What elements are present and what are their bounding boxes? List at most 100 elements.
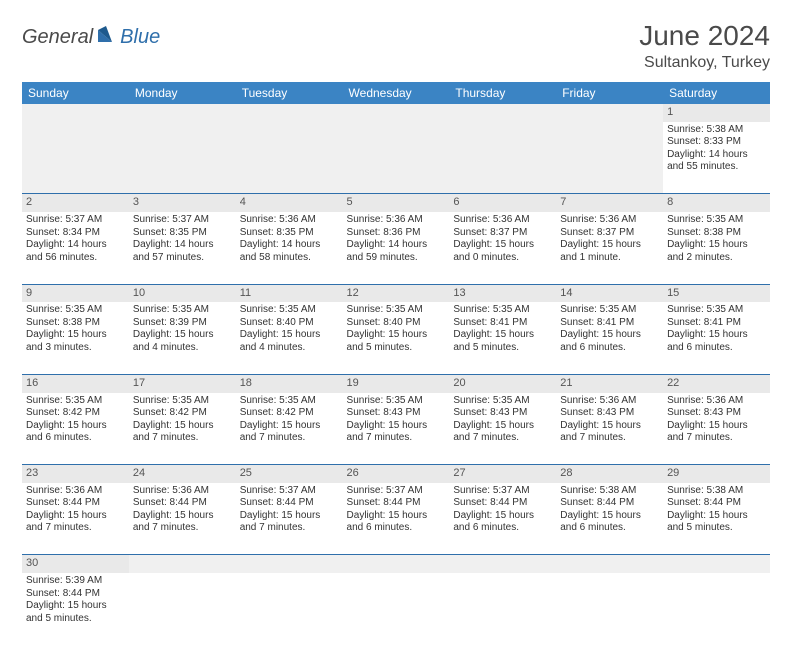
day-number-cell: 9 [22, 284, 129, 302]
day-content-row: Sunrise: 5:35 AM Sunset: 8:42 PM Daylight:… [22, 393, 770, 465]
day-number-cell [129, 555, 236, 573]
day-day2: and 4 minutes. [133, 342, 232, 355]
day-day1: Daylight: 15 hours [560, 420, 659, 433]
day-day1: Daylight: 15 hours [240, 510, 339, 523]
day-day2: and 3 minutes. [26, 342, 125, 355]
brand-part2: Blue [120, 26, 160, 49]
day-day1: Daylight: 15 hours [453, 420, 552, 433]
day-cell [449, 573, 556, 645]
day-number-cell: 22 [663, 374, 770, 392]
day-number-row: 1 [22, 104, 770, 122]
day-day1: Daylight: 15 hours [240, 329, 339, 342]
day-sunset: Sunset: 8:35 PM [240, 227, 339, 240]
day-sunset: Sunset: 8:41 PM [453, 317, 552, 330]
day-number-cell: 4 [236, 194, 343, 212]
day-sunrise: Sunrise: 5:39 AM [26, 575, 125, 588]
day-number-cell: 25 [236, 465, 343, 483]
day-sunset: Sunset: 8:44 PM [347, 497, 446, 510]
day-cell [129, 573, 236, 645]
day-day1: Daylight: 15 hours [26, 510, 125, 523]
brand-logo: General Blue [22, 20, 160, 49]
day-day2: and 6 minutes. [453, 522, 552, 535]
day-header: Wednesday [343, 82, 450, 104]
day-cell: Sunrise: 5:36 AMSunset: 8:44 PMDaylight:… [129, 483, 236, 555]
day-sunrise: Sunrise: 5:36 AM [560, 395, 659, 408]
day-number-cell: 26 [343, 465, 450, 483]
day-sunrise: Sunrise: 5:37 AM [453, 485, 552, 498]
day-day2: and 6 minutes. [347, 522, 446, 535]
day-day2: and 1 minute. [560, 252, 659, 265]
day-cell: Sunrise: 5:36 AMSunset: 8:37 PMDaylight:… [556, 212, 663, 284]
day-number-cell: 10 [129, 284, 236, 302]
day-day1: Daylight: 15 hours [560, 510, 659, 523]
day-number-cell: 23 [22, 465, 129, 483]
day-day2: and 55 minutes. [667, 161, 766, 174]
day-sunrise: Sunrise: 5:36 AM [347, 214, 446, 227]
day-sunset: Sunset: 8:38 PM [26, 317, 125, 330]
day-sunset: Sunset: 8:40 PM [240, 317, 339, 330]
day-number-cell [343, 104, 450, 122]
day-cell: Sunrise: 5:35 AMSunset: 8:40 PMDaylight:… [236, 302, 343, 374]
day-day1: Daylight: 15 hours [347, 510, 446, 523]
day-cell: Sunrise: 5:37 AMSunset: 8:34 PMDaylight:… [22, 212, 129, 284]
day-day1: Daylight: 14 hours [347, 239, 446, 252]
day-sunset: Sunset: 8:44 PM [240, 497, 339, 510]
day-day1: Daylight: 15 hours [240, 420, 339, 433]
day-cell: Sunrise: 5:36 AMSunset: 8:44 PMDaylight:… [22, 483, 129, 555]
day-day2: and 6 minutes. [560, 342, 659, 355]
day-header-row: Sunday Monday Tuesday Wednesday Thursday… [22, 82, 770, 104]
day-day1: Daylight: 15 hours [667, 510, 766, 523]
day-day1: Daylight: 15 hours [667, 420, 766, 433]
day-number-cell: 30 [22, 555, 129, 573]
brand-part1: General [22, 26, 93, 49]
day-cell [129, 122, 236, 194]
day-sunrise: Sunrise: 5:35 AM [347, 395, 446, 408]
day-cell: Sunrise: 5:35 AMSunset: 8:39 PMDaylight:… [129, 302, 236, 374]
day-cell [663, 573, 770, 645]
day-number-cell: 18 [236, 374, 343, 392]
day-sunrise: Sunrise: 5:35 AM [667, 214, 766, 227]
day-cell: Sunrise: 5:36 AMSunset: 8:43 PMDaylight:… [663, 393, 770, 465]
day-number-cell: 16 [22, 374, 129, 392]
day-cell: Sunrise: 5:35 AMSunset: 8:43 PMDaylight:… [449, 393, 556, 465]
calendar-table: Sunday Monday Tuesday Wednesday Thursday… [22, 82, 770, 645]
day-sunset: Sunset: 8:42 PM [26, 407, 125, 420]
day-day1: Daylight: 14 hours [26, 239, 125, 252]
day-cell: Sunrise: 5:35 AMSunset: 8:42 PMDaylight:… [236, 393, 343, 465]
day-cell: Sunrise: 5:36 AMSunset: 8:37 PMDaylight:… [449, 212, 556, 284]
day-sunrise: Sunrise: 5:37 AM [133, 214, 232, 227]
day-day2: and 58 minutes. [240, 252, 339, 265]
day-sunset: Sunset: 8:41 PM [667, 317, 766, 330]
day-cell [236, 573, 343, 645]
day-sunrise: Sunrise: 5:36 AM [240, 214, 339, 227]
day-day2: and 7 minutes. [240, 432, 339, 445]
day-day2: and 5 minutes. [26, 613, 125, 626]
day-sunrise: Sunrise: 5:38 AM [667, 124, 766, 137]
day-sunset: Sunset: 8:36 PM [347, 227, 446, 240]
location-subtitle: Sultankoy, Turkey [639, 54, 770, 72]
day-sunset: Sunset: 8:43 PM [347, 407, 446, 420]
day-number-row: 30 [22, 555, 770, 573]
day-sunrise: Sunrise: 5:35 AM [133, 395, 232, 408]
day-number-cell [663, 555, 770, 573]
day-sunset: Sunset: 8:35 PM [133, 227, 232, 240]
day-day2: and 7 minutes. [560, 432, 659, 445]
day-cell: Sunrise: 5:35 AMSunset: 8:43 PMDaylight:… [343, 393, 450, 465]
day-day1: Daylight: 14 hours [667, 149, 766, 162]
day-number-cell: 28 [556, 465, 663, 483]
day-day1: Daylight: 15 hours [667, 239, 766, 252]
day-header: Monday [129, 82, 236, 104]
day-day1: Daylight: 15 hours [133, 510, 232, 523]
day-number-cell: 17 [129, 374, 236, 392]
day-sunrise: Sunrise: 5:38 AM [667, 485, 766, 498]
day-number-row: 9101112131415 [22, 284, 770, 302]
page-header: General Blue June 2024 Sultankoy, Turkey [22, 20, 770, 72]
day-day1: Daylight: 15 hours [26, 329, 125, 342]
day-sunset: Sunset: 8:37 PM [560, 227, 659, 240]
day-cell: Sunrise: 5:35 AMSunset: 8:41 PMDaylight:… [556, 302, 663, 374]
day-day2: and 6 minutes. [667, 342, 766, 355]
day-cell: Sunrise: 5:35 AMSunset: 8:41 PMDaylight:… [449, 302, 556, 374]
day-sunrise: Sunrise: 5:37 AM [26, 214, 125, 227]
day-sunset: Sunset: 8:44 PM [560, 497, 659, 510]
day-sunset: Sunset: 8:33 PM [667, 136, 766, 149]
